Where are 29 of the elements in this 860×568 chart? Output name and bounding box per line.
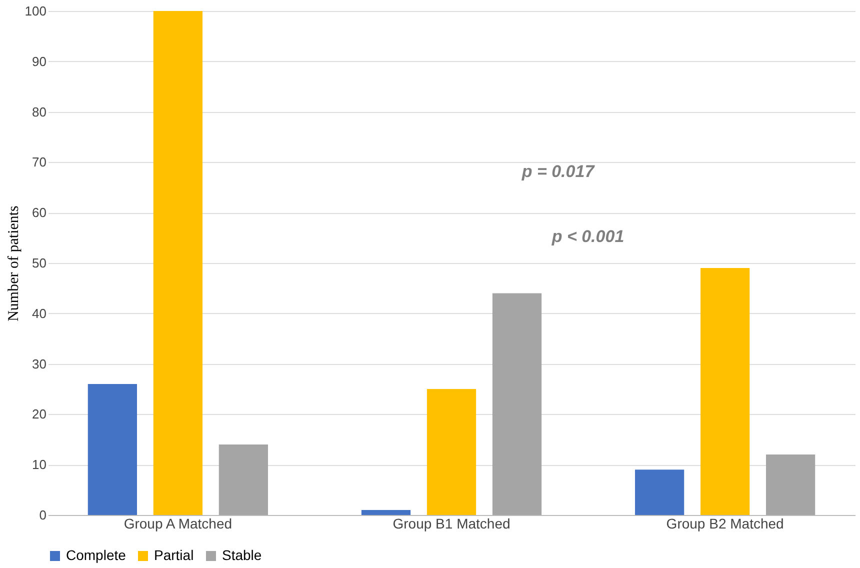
y-tick-label: 50: [32, 256, 46, 270]
y-tick-label: 20: [32, 406, 46, 422]
y-tick-label: 0: [39, 508, 46, 522]
legend-label: Stable: [222, 547, 262, 563]
legend-label: Partial: [154, 547, 194, 563]
annotation: p = 0.017: [520, 162, 596, 181]
bar: [492, 293, 542, 515]
y-tick-label: 10: [32, 457, 46, 472]
y-tick-label: 70: [32, 154, 46, 170]
bar: [88, 384, 138, 515]
x-tick-label: Group A Matched: [124, 516, 232, 532]
bar: [361, 510, 411, 515]
bar: [634, 470, 684, 515]
legend-label: Complete: [66, 547, 126, 563]
x-tick-label: Group B2 Matched: [666, 516, 784, 532]
bar: [426, 389, 476, 515]
annotation: p < 0.001: [550, 227, 624, 246]
y-tick-label: 90: [32, 54, 46, 69]
x-tick-label: Group B1 Matched: [392, 516, 510, 532]
y-tick-label: 100: [24, 4, 46, 18]
y-tick-label: 40: [32, 306, 46, 321]
bar: [218, 444, 268, 515]
bar: [766, 454, 816, 515]
y-axis-title: Number of patients: [6, 205, 22, 322]
y-tick-label: 60: [32, 205, 46, 220]
y-tick-label: 80: [32, 104, 46, 120]
y-tick-label: 30: [32, 356, 46, 372]
bar: [153, 11, 203, 515]
bar: [700, 268, 750, 515]
